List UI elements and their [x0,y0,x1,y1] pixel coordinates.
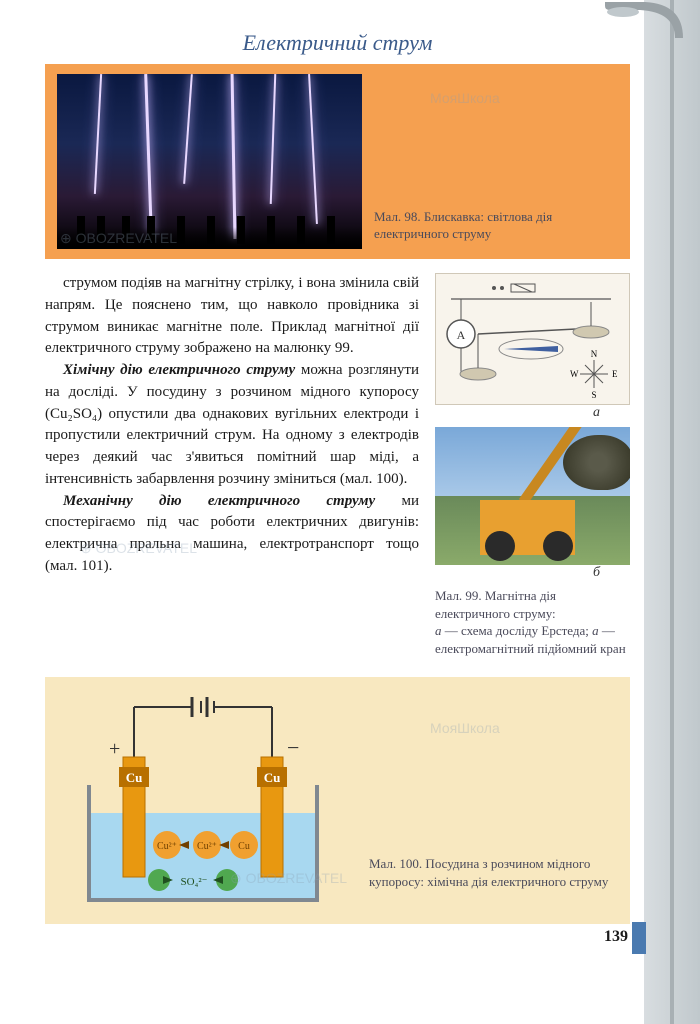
svg-text:Cu: Cu [126,770,143,785]
svg-text:Cu²⁺: Cu²⁺ [157,841,177,852]
svg-text:−: − [287,735,299,760]
svg-text:SO₄²⁻: SO₄²⁻ [180,876,207,888]
page-tab [632,922,646,954]
page-title: Електричний струм [45,30,630,56]
fig99-label-b: б [435,565,630,581]
svg-text:N: N [591,349,598,359]
figure-98-band: Мал. 98. Блискавка: світлова дія електри… [45,64,630,259]
svg-text:W: W [570,369,579,379]
figure-100-band: + − Cu Cu Cu²⁺ Cu²⁺ Cu [45,677,630,924]
fig99-cap-2: а — схема досліду Ерстеда; а — електрома… [435,623,626,656]
svg-text:E: E [612,369,618,379]
fig99-label-a: а [435,405,630,421]
svg-text:A: A [457,328,466,342]
p2-rest: можна розглянути на досліді. У посудину … [45,362,419,487]
svg-text:+: + [109,738,120,760]
svg-text:Cu²⁺: Cu²⁺ [197,841,217,852]
p3-lead: Механічну дію електричного струму [63,493,375,509]
paragraph-1: струмом подіяв на магнітну стрілку, і во… [45,273,419,360]
fig99-cap-1: Мал. 99. Магнітна дія електричного струм… [435,588,556,621]
svg-text:S: S [591,390,596,400]
paragraph-3: Механічну дію електричного струму ми спо… [45,491,419,578]
body-text: струмом подіяв на магнітну стрілку, і во… [45,273,419,657]
p2-lead: Хімічну дію електричного струму [63,362,295,378]
page-number: 139 [604,928,628,946]
crane-photo [435,427,630,565]
lightning-photo [57,74,362,249]
textbook-page: Електричний струм Мал. 98. Блискавка: св… [0,0,700,954]
svg-text:Cu: Cu [238,841,250,852]
figure-99-column: A N S [435,273,630,657]
svg-text:Cu: Cu [264,770,281,785]
electrolysis-diagram: + − Cu Cu Cu²⁺ Cu²⁺ Cu [59,695,349,910]
figure-98-caption: Мал. 98. Блискавка: світлова дія електри… [374,208,618,249]
figure-99-caption: Мал. 99. Магнітна дія електричного струм… [435,587,630,657]
oersted-diagram: A N S [435,273,630,405]
figure-100-caption: Мал. 100. Посудина з розчином мідного ку… [369,855,616,910]
paragraph-2: Хімічну дію електричного струму можна ро… [45,360,419,491]
